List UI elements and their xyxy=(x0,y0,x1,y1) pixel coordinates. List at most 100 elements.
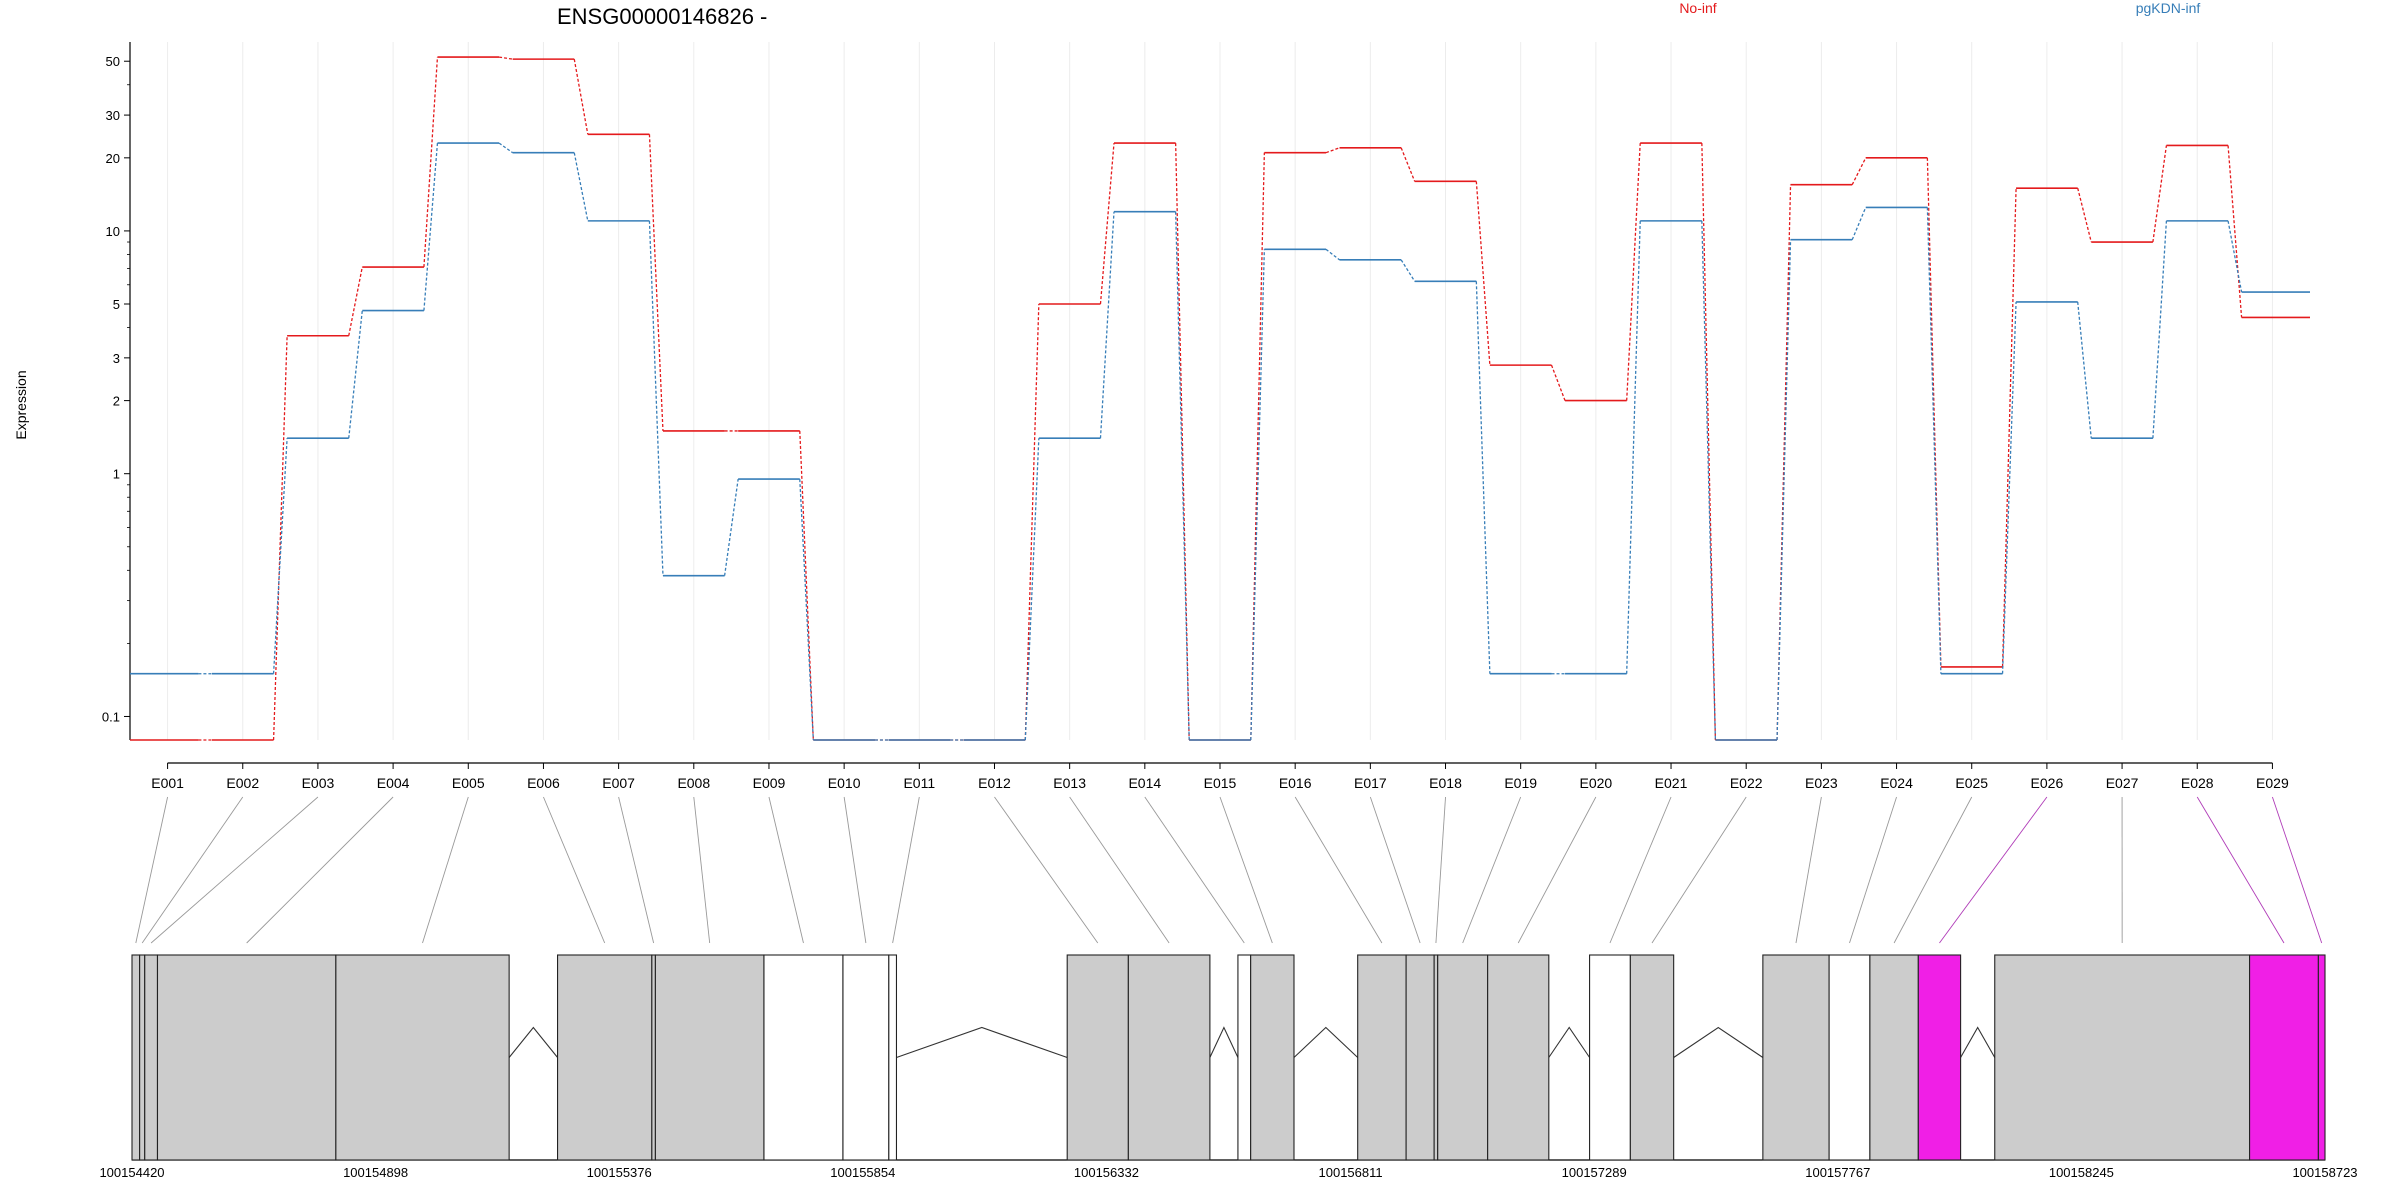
exon-box-e011 xyxy=(888,954,898,1161)
exon-box-e006 xyxy=(557,954,653,1161)
x-tick-label: E020 xyxy=(1580,775,1613,791)
step-connector xyxy=(1250,152,1266,741)
exon-connector xyxy=(422,796,469,944)
step-connector xyxy=(272,335,288,741)
exon-box-e024 xyxy=(1828,954,1871,1161)
coordinate-label: 100157289 xyxy=(1562,1165,1627,1180)
x-tick-label: E006 xyxy=(527,775,560,791)
exon-connector xyxy=(246,796,394,944)
x-tick-label: E008 xyxy=(677,775,710,791)
exon-box-e028 xyxy=(2249,954,2319,1161)
x-tick-label: E010 xyxy=(828,775,861,791)
step-connector xyxy=(2077,301,2092,439)
step-connector xyxy=(573,152,589,221)
exon-connector xyxy=(994,796,1099,944)
coordinate-label: 100156332 xyxy=(1074,1165,1139,1180)
y-tick-label: 1 xyxy=(113,467,120,482)
x-tick-label: E018 xyxy=(1429,775,1462,791)
exon-box-e013 xyxy=(1127,954,1211,1161)
x-tick-label: E001 xyxy=(151,775,184,791)
y-tick-label: 3 xyxy=(113,351,120,366)
x-tick-label: E014 xyxy=(1128,775,1161,791)
exon-box-e001 xyxy=(131,954,141,1161)
intron-line xyxy=(508,1026,558,1058)
step-connector xyxy=(648,220,664,576)
y-tick-label: 30 xyxy=(106,108,120,123)
step-connector xyxy=(2227,145,2243,318)
exon-box-e016 xyxy=(1357,954,1407,1161)
x-tick-label: E019 xyxy=(1504,775,1537,791)
exon-box-e014 xyxy=(1237,954,1252,1161)
legend-entry-no-inf: No-inf xyxy=(1679,0,1716,16)
step-connector xyxy=(799,430,814,741)
intron-line xyxy=(1673,1026,1764,1058)
step-connector xyxy=(1024,303,1040,741)
step-connector xyxy=(348,266,363,336)
exon-connector xyxy=(135,796,169,944)
exon-box-e029 xyxy=(2317,954,2326,1161)
y-tick-label: 5 xyxy=(113,297,120,312)
exon-connector xyxy=(2196,796,2285,944)
step-connector xyxy=(2001,301,2017,674)
step-connector xyxy=(723,479,739,576)
step-connector xyxy=(1174,211,1190,741)
x-tick-label: E007 xyxy=(602,775,635,791)
step-connector xyxy=(1626,143,1641,401)
exon-connector xyxy=(1435,796,1446,944)
exon-connector xyxy=(141,796,244,944)
exon-connector xyxy=(618,796,655,944)
exon-connector xyxy=(1893,796,1973,944)
x-tick-label: E005 xyxy=(452,775,485,791)
x-tick-label: E028 xyxy=(2181,775,2214,791)
x-tick-label: E016 xyxy=(1279,775,1312,791)
x-tick-label: E004 xyxy=(377,775,410,791)
exon-box-e017 xyxy=(1405,954,1435,1161)
step-connector xyxy=(1475,181,1491,366)
step-connector xyxy=(1626,220,1641,674)
step-connector xyxy=(1174,143,1190,741)
x-tick-label: E013 xyxy=(1053,775,1086,791)
y-tick-label: 2 xyxy=(113,394,120,409)
y-tick-label: 20 xyxy=(106,151,120,166)
exon-connector xyxy=(1849,796,1897,944)
step-connector xyxy=(1325,248,1340,261)
step-connector xyxy=(498,142,514,154)
exon-connector xyxy=(1144,796,1245,944)
x-tick-label: E027 xyxy=(2106,775,2139,791)
x-tick-label: E024 xyxy=(1880,775,1913,791)
exon-connector xyxy=(1294,796,1383,944)
step-connector xyxy=(1024,438,1040,741)
step-connector xyxy=(1550,364,1566,401)
exon-box-e025 xyxy=(1869,954,1919,1161)
step-connector xyxy=(348,310,363,439)
x-tick-label: E002 xyxy=(226,775,259,791)
step-connector xyxy=(1776,239,1792,741)
step-connector xyxy=(1400,147,1416,182)
step-connector xyxy=(573,59,589,135)
intron-line xyxy=(1548,1026,1591,1058)
plot-area: 0.1 1 2 3 5 10 20 30 50 E001 E002 E003 E004 E005 E006 E… xyxy=(102,42,2310,791)
x-tick-label: E029 xyxy=(2256,775,2289,791)
x-tick-label: E023 xyxy=(1805,775,1838,791)
step-connector xyxy=(1851,157,1867,186)
chart-title: ENSG00000146826 - xyxy=(557,4,767,29)
intron-line xyxy=(1960,1026,1996,1058)
exon-box-e026 xyxy=(1917,954,1962,1161)
step-connector xyxy=(1701,143,1717,741)
series-pgkdn-inf xyxy=(130,142,2310,741)
x-tick-label: E022 xyxy=(1730,775,1763,791)
step-connector xyxy=(1475,281,1491,674)
step-connector xyxy=(2152,145,2168,243)
exon-box-e008 xyxy=(654,954,765,1161)
step-connector xyxy=(498,56,513,60)
step-connector xyxy=(1701,220,1717,741)
step-connector xyxy=(648,134,664,431)
x-tick-label: E015 xyxy=(1204,775,1237,791)
coordinate-label: 100154420 xyxy=(99,1165,164,1180)
exon-box-e027 xyxy=(1994,954,2251,1161)
intron-line xyxy=(1293,1026,1359,1058)
x-tick-label: E026 xyxy=(2031,775,2064,791)
exon-box-e003 xyxy=(144,954,159,1161)
coordinate-label: 100157767 xyxy=(1805,1165,1870,1180)
